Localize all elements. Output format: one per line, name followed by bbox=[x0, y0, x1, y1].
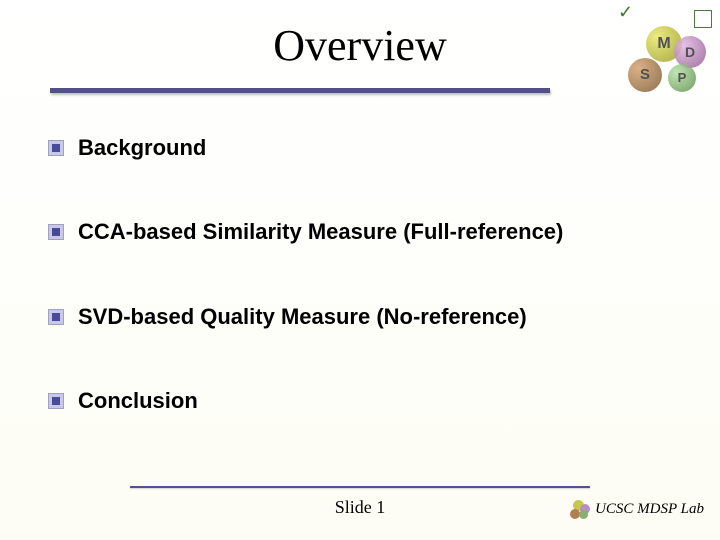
bullet-icon bbox=[48, 224, 64, 240]
bullet-text: CCA-based Similarity Measure (Full-refer… bbox=[78, 219, 563, 245]
title-underline bbox=[50, 88, 550, 93]
bullet-text: Conclusion bbox=[78, 388, 198, 414]
list-item: Background bbox=[48, 135, 680, 161]
list-item: SVD-based Quality Measure (No-reference) bbox=[48, 304, 680, 330]
checkmark-icon: ✓ bbox=[618, 3, 640, 25]
logo-sphere-s: S bbox=[628, 58, 662, 92]
bullet-icon bbox=[48, 309, 64, 325]
list-item: CCA-based Similarity Measure (Full-refer… bbox=[48, 219, 680, 245]
logo-sphere-p: P bbox=[668, 64, 696, 92]
list-item: Conclusion bbox=[48, 388, 680, 414]
footer-rule bbox=[130, 486, 590, 488]
footer-logo-icon bbox=[569, 498, 591, 520]
bullet-text: Background bbox=[78, 135, 206, 161]
slide-title: Overview bbox=[0, 20, 720, 71]
bullet-text: SVD-based Quality Measure (No-reference) bbox=[78, 304, 527, 330]
bullet-icon bbox=[48, 393, 64, 409]
bullet-list: Background CCA-based Similarity Measure … bbox=[48, 135, 680, 473]
footer-lab-text: UCSC MDSP Lab bbox=[595, 501, 704, 518]
checkbox-icon bbox=[694, 10, 712, 28]
bullet-icon bbox=[48, 140, 64, 156]
footer-lab: UCSC MDSP Lab bbox=[569, 498, 704, 520]
corner-logo: M D S P ✓ bbox=[616, 6, 716, 98]
slide-container: Overview M D S P ✓ Background CCA-based … bbox=[0, 0, 720, 540]
